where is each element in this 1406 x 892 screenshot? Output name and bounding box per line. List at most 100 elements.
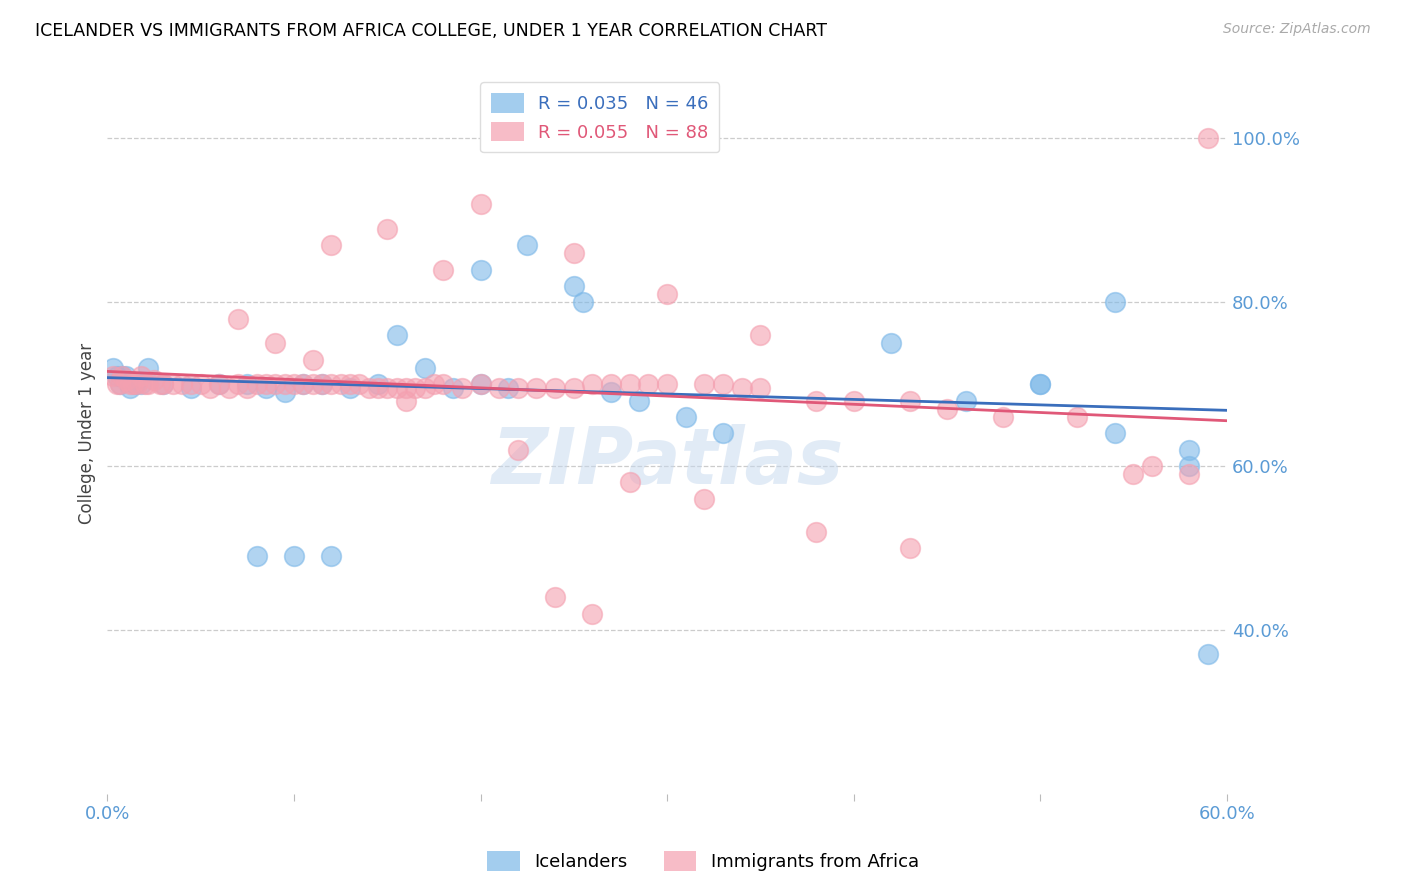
Point	[367, 377, 389, 392]
Point	[880, 336, 903, 351]
Point	[246, 377, 269, 392]
Point	[470, 197, 492, 211]
Point	[273, 377, 295, 392]
Point	[329, 377, 352, 392]
Point	[898, 393, 921, 408]
Text: Source: ZipAtlas.com: Source: ZipAtlas.com	[1223, 22, 1371, 37]
Point	[138, 360, 160, 375]
Point	[413, 381, 436, 395]
Point	[498, 381, 520, 395]
Point	[991, 409, 1014, 424]
Point	[375, 381, 398, 395]
Legend: Icelanders, Immigrants from Africa: Icelanders, Immigrants from Africa	[479, 844, 927, 879]
Point	[600, 377, 623, 392]
Point	[1104, 426, 1126, 441]
Point	[404, 381, 426, 395]
Text: ICELANDER VS IMMIGRANTS FROM AFRICA COLLEGE, UNDER 1 YEAR CORRELATION CHART: ICELANDER VS IMMIGRANTS FROM AFRICA COLL…	[35, 22, 827, 40]
Point	[1178, 442, 1201, 457]
Point	[124, 377, 146, 392]
Point	[152, 377, 174, 392]
Point	[955, 393, 977, 408]
Point	[162, 377, 184, 392]
Point	[655, 377, 678, 392]
Point	[1029, 377, 1052, 392]
Point	[349, 377, 371, 392]
Point	[619, 131, 641, 145]
Text: ZIPatlas: ZIPatlas	[491, 425, 844, 500]
Point	[301, 352, 323, 367]
Point	[118, 381, 141, 395]
Point	[1140, 459, 1163, 474]
Point	[122, 377, 145, 392]
Point	[516, 238, 538, 252]
Point	[111, 369, 134, 384]
Point	[385, 381, 408, 395]
Point	[129, 377, 152, 392]
Point	[619, 377, 641, 392]
Point	[693, 377, 716, 392]
Point	[450, 381, 472, 395]
Point	[218, 381, 240, 395]
Point	[806, 524, 828, 539]
Point	[935, 401, 957, 416]
Point	[339, 377, 361, 392]
Point	[208, 377, 231, 392]
Point	[198, 381, 221, 395]
Point	[544, 381, 567, 395]
Point	[190, 377, 212, 392]
Point	[143, 373, 166, 387]
Point	[655, 287, 678, 301]
Point	[311, 377, 333, 392]
Point	[321, 549, 343, 564]
Point	[842, 393, 865, 408]
Point	[339, 381, 361, 395]
Point	[118, 377, 141, 392]
Point	[1104, 295, 1126, 310]
Point	[572, 295, 595, 310]
Point	[562, 246, 585, 260]
Point	[127, 377, 149, 392]
Point	[180, 377, 202, 392]
Point	[115, 373, 138, 387]
Point	[506, 381, 529, 395]
Point	[423, 377, 446, 392]
Point	[292, 377, 315, 392]
Point	[321, 238, 343, 252]
Point	[562, 381, 585, 395]
Point	[101, 360, 124, 375]
Point	[236, 377, 259, 392]
Point	[619, 475, 641, 490]
Point	[413, 360, 436, 375]
Point	[208, 377, 231, 392]
Point	[581, 377, 603, 392]
Point	[110, 377, 132, 392]
Point	[301, 377, 323, 392]
Point	[292, 377, 315, 392]
Point	[129, 369, 152, 384]
Y-axis label: College, Under 1 year: College, Under 1 year	[79, 343, 96, 524]
Point	[628, 393, 651, 408]
Point	[385, 328, 408, 343]
Point	[637, 377, 659, 392]
Point	[693, 491, 716, 506]
Point	[806, 393, 828, 408]
Point	[321, 377, 343, 392]
Point	[711, 426, 734, 441]
Point	[395, 381, 418, 395]
Point	[1122, 467, 1144, 482]
Point	[506, 442, 529, 457]
Point	[395, 393, 418, 408]
Point	[134, 377, 156, 392]
Point	[470, 377, 492, 392]
Point	[1197, 648, 1219, 662]
Point	[264, 377, 287, 392]
Point	[367, 381, 389, 395]
Point	[283, 377, 305, 392]
Point	[1197, 131, 1219, 145]
Point	[375, 221, 398, 235]
Point	[226, 377, 249, 392]
Point	[898, 541, 921, 555]
Point	[749, 328, 772, 343]
Point	[170, 377, 193, 392]
Point	[441, 381, 464, 395]
